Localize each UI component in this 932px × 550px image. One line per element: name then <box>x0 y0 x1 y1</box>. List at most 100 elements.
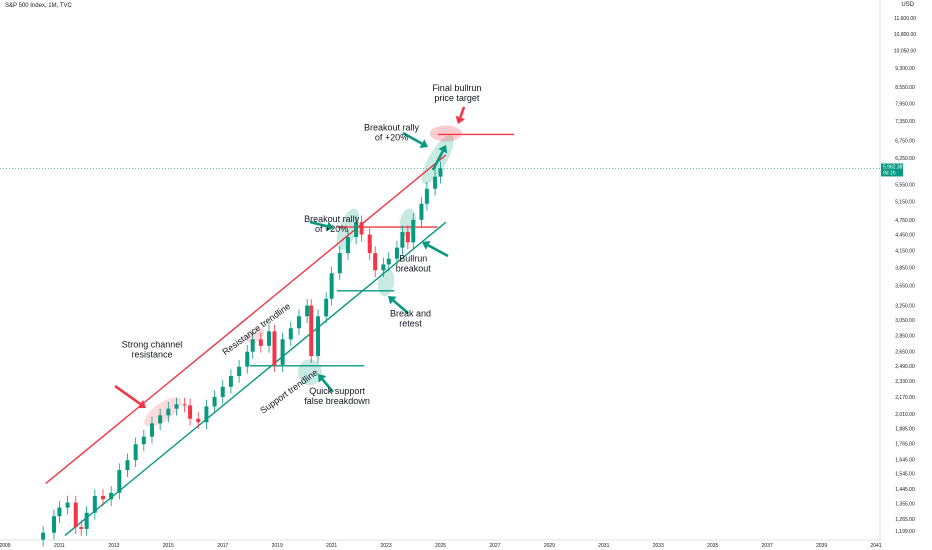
candle-body <box>250 339 255 352</box>
candle-body <box>373 253 378 271</box>
y-tick-label: 2,330.00 <box>895 379 915 385</box>
candle-body <box>125 460 130 471</box>
y-tick-label: 6,250.00 <box>895 156 915 162</box>
resistance-trendline[interactable] <box>45 154 447 484</box>
candle-body <box>267 331 272 346</box>
y-tick-label: 2,170.00 <box>895 395 915 401</box>
grid-layer <box>0 0 881 550</box>
x-tick-label: 2029 <box>544 543 555 549</box>
annotation-arrowhead <box>455 115 466 124</box>
candle-body <box>424 188 429 204</box>
candle-body <box>345 237 350 254</box>
candle-body <box>79 527 84 529</box>
price-tag-countdown: 9d 1h <box>883 170 896 176</box>
y-tick-label: 4,450.00 <box>895 233 915 239</box>
candle-body <box>288 328 293 340</box>
y-tick-label: 4,750.00 <box>895 218 915 224</box>
x-axis: 2009 2011 2013 2015 2017 2019 2021 2023 2025 2027… <box>0 543 882 549</box>
x-tick-label: 2011 <box>54 543 65 549</box>
candle-body <box>92 495 97 513</box>
candle-body <box>65 502 70 508</box>
y-tick-label: 1,445.00 <box>895 487 915 493</box>
candle-body <box>337 253 342 274</box>
annotation-arrow <box>114 384 142 406</box>
candle-body <box>188 405 193 419</box>
support-trendline[interactable] <box>64 221 447 537</box>
y-tick-label: 10,800.00 <box>894 32 916 38</box>
y-tick-label: 9,300.00 <box>895 66 915 72</box>
y-tick-label: 1,765.00 <box>895 442 915 448</box>
candle-body <box>316 316 321 357</box>
y-tick-label: 2,010.00 <box>895 412 915 418</box>
y-tick-label: 3,850.00 <box>895 265 915 271</box>
x-tick-label: 2019 <box>272 543 283 549</box>
candle-body <box>220 386 225 397</box>
annotation-arrow <box>459 106 466 118</box>
annotation-label: Break and retest <box>390 308 431 328</box>
candle-body <box>386 258 391 265</box>
y-tick-label: 5,550.00 <box>895 183 915 189</box>
x-tick-label: 2009 <box>0 543 11 549</box>
candle-body <box>73 502 78 528</box>
x-tick-label: 2041 <box>870 543 881 549</box>
annotation-label: Breakout rally of +20% <box>364 123 420 143</box>
candle-body <box>305 305 310 317</box>
annotation-arrow <box>321 378 334 393</box>
price-tag-value: 5,962.38 <box>883 164 903 170</box>
annotation-arrowhead <box>422 240 431 250</box>
candle-body <box>237 366 242 377</box>
annotation-arrow <box>431 150 444 171</box>
candle-body <box>41 532 46 540</box>
annotation-label: Breakout rally of +20% <box>304 214 360 234</box>
candle-body <box>329 273 334 299</box>
y-tick-label: 3,250.00 <box>895 304 915 310</box>
candle-body <box>212 396 217 407</box>
candle-layer <box>41 161 443 547</box>
candle-body <box>166 408 171 416</box>
candle-body <box>400 232 405 248</box>
y-tick-label: 10,050.00 <box>894 48 916 54</box>
y-axis: 11,600.00 10,800.00 10,050.00 9,300.00 8,550… <box>881 16 916 535</box>
annotation-arrowhead <box>325 221 334 232</box>
x-tick-label: 2039 <box>816 543 827 549</box>
y-tick-label: 3,550.00 <box>895 284 915 290</box>
highlight-ellipse <box>429 125 462 142</box>
y-tick-label: 1,265.00 <box>895 517 915 523</box>
candle-body <box>309 305 314 357</box>
annotation-arrow <box>392 299 409 314</box>
candle-body <box>158 415 163 424</box>
highlight-ellipse <box>246 327 265 343</box>
candle-body <box>394 247 399 259</box>
y-tick-label: 1,885.00 <box>895 427 915 433</box>
y-tick-label: 1,199.00 <box>895 529 915 535</box>
annotation-label: Strong channel resistance <box>122 340 183 360</box>
candle-body <box>272 331 277 365</box>
candle-body <box>174 404 179 409</box>
candle-body <box>141 436 146 445</box>
y-tick-label: 2,650.00 <box>895 350 915 356</box>
candle-body <box>381 264 386 271</box>
annotation-arrow <box>309 220 328 228</box>
candle-body <box>324 298 329 317</box>
x-tick-label: 2027 <box>489 543 500 549</box>
y-tick-label: 1,545.00 <box>895 472 915 478</box>
y-tick-label: 8,550.00 <box>895 85 915 91</box>
x-tick-label: 2017 <box>217 543 228 549</box>
candle-body <box>57 507 62 517</box>
candle-body <box>296 316 301 329</box>
annotation-arrowhead <box>438 145 448 154</box>
candle-body <box>438 168 443 177</box>
annotation-label: Quick support false breakdown <box>304 386 370 406</box>
candle-body <box>149 423 154 437</box>
x-tick-label: 2037 <box>762 543 773 549</box>
price-tag <box>881 163 903 177</box>
x-tick-label: 2023 <box>381 543 392 549</box>
currency-label[interactable]: USD <box>901 2 914 8</box>
annotation-label: Bullrun breakout <box>396 254 432 274</box>
candle-body <box>196 418 201 423</box>
y-tick-label: 6,750.00 <box>895 138 915 144</box>
annotation-arrow <box>427 244 449 258</box>
candle-body <box>411 219 416 243</box>
candle-body <box>182 404 187 406</box>
